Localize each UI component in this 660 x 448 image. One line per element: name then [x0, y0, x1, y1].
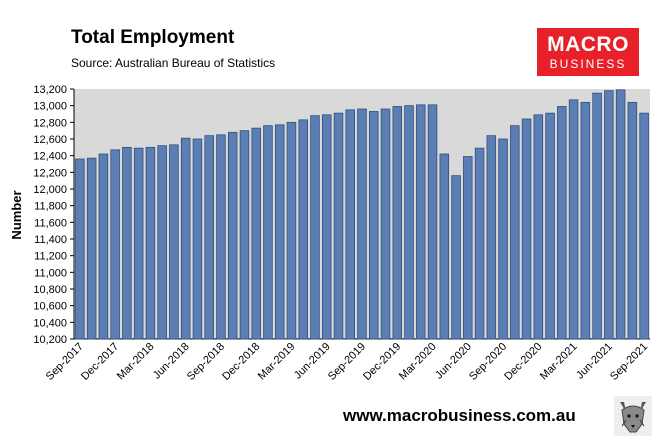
y-tick-label: 12,400: [33, 151, 67, 163]
y-tick-label: 10,800: [33, 284, 67, 296]
bar-jan-2019: [263, 125, 273, 340]
bar-jul-2021: [615, 89, 626, 340]
bar-aug-2021: [627, 101, 638, 340]
bar-mar-2018: [145, 146, 156, 340]
website-url[interactable]: www.macrobusiness.com.au: [343, 406, 576, 425]
bar-dec-2017: [110, 149, 120, 340]
bar-sep-2021: [639, 112, 649, 340]
y-tick-label: 12,800: [33, 117, 67, 129]
bar-jul-2019: [333, 112, 344, 340]
x-tick-label: Mar-2018: [115, 341, 157, 383]
y-tick-label: 11,600: [34, 217, 67, 229]
y-tick-label: 12,000: [33, 184, 67, 196]
bar-dec-2018: [251, 127, 261, 340]
x-tick-label: Sep-2019: [326, 341, 368, 383]
x-tick-label: Sep-2021: [608, 341, 650, 383]
y-tick-label: 12,600: [33, 134, 67, 146]
x-tick-label: Dec-2018: [220, 341, 262, 383]
bar-sep-2018: [216, 134, 226, 340]
x-tick-label: Dec-2019: [361, 341, 403, 383]
bar-jul-2018: [192, 138, 203, 340]
bar-sep-2017: [75, 158, 85, 340]
x-tick-label: Sep-2017: [44, 341, 86, 383]
chart-title: Total Employment: [71, 27, 235, 48]
bar-sep-2020: [498, 138, 508, 340]
bar-dec-2020: [533, 114, 544, 340]
bar-dec-2019: [392, 106, 403, 340]
y-tick-label: 11,200: [34, 251, 67, 263]
bar-apr-2020: [439, 153, 450, 340]
bar-jan-2020: [404, 105, 414, 340]
logo-line1: MACRO: [547, 33, 629, 56]
bar-nov-2020: [521, 118, 532, 340]
y-tick-label: 10,400: [33, 317, 67, 329]
bar-oct-2018: [227, 131, 238, 340]
bar-apr-2021: [580, 101, 591, 340]
bar-may-2019: [310, 115, 320, 340]
y-tick-label: 13,000: [33, 101, 67, 113]
bar-aug-2018: [204, 135, 214, 340]
bar-jun-2019: [321, 114, 332, 340]
bar-sep-2019: [357, 108, 367, 340]
wolf-icon: [614, 396, 652, 436]
bar-jun-2018: [180, 137, 191, 340]
x-tick-label: Mar-2021: [538, 341, 580, 383]
bar-jul-2020: [474, 147, 485, 340]
bar-nov-2019: [380, 108, 391, 340]
x-tick-label: Dec-2020: [502, 341, 544, 383]
y-tick-label: 11,800: [34, 201, 67, 213]
bar-may-2020: [451, 175, 461, 340]
bar-jan-2021: [545, 112, 555, 340]
bar-mar-2020: [427, 104, 438, 340]
bar-feb-2019: [274, 124, 285, 340]
bar-nov-2018: [239, 130, 250, 340]
bar-feb-2018: [133, 147, 144, 340]
y-tick-label: 12,200: [33, 167, 67, 179]
y-tick-label: 11,000: [34, 267, 67, 279]
y-axis-label: Number: [9, 190, 24, 239]
bar-jan-2018: [122, 146, 132, 340]
chart-source: Source: Australian Bureau of Statistics: [71, 56, 276, 70]
y-tick-label: 10,600: [33, 301, 67, 313]
x-tick-label: Sep-2020: [467, 341, 509, 383]
bar-jun-2020: [463, 156, 473, 340]
bar-jun-2021: [604, 90, 614, 340]
bar-may-2018: [169, 144, 179, 340]
x-tick-label: Sep-2018: [185, 341, 227, 383]
y-tick-label: 11,400: [34, 234, 67, 246]
bar-oct-2020: [510, 125, 520, 340]
bar-mar-2021: [568, 99, 579, 340]
bar-mar-2019: [286, 121, 297, 340]
bar-may-2021: [592, 92, 602, 340]
bar-feb-2021: [557, 106, 567, 340]
bar-feb-2020: [416, 104, 426, 340]
bar-aug-2020: [486, 135, 497, 340]
bar-apr-2019: [298, 119, 308, 340]
x-tick-label: Mar-2020: [397, 341, 439, 383]
bar-oct-2017: [86, 157, 97, 340]
bar-nov-2017: [98, 153, 109, 340]
x-tick-label: Dec-2017: [79, 341, 121, 383]
y-tick-label: 10,200: [33, 334, 67, 346]
bar-apr-2018: [157, 145, 167, 340]
bar-aug-2019: [345, 109, 355, 340]
x-tick-label: Mar-2019: [256, 341, 298, 383]
y-tick-label: 13,200: [33, 84, 67, 96]
logo-line2: BUSINESS: [549, 57, 627, 71]
macrobusiness-logo[interactable]: MACRO BUSINESS: [537, 28, 639, 76]
bar-oct-2019: [369, 111, 379, 340]
